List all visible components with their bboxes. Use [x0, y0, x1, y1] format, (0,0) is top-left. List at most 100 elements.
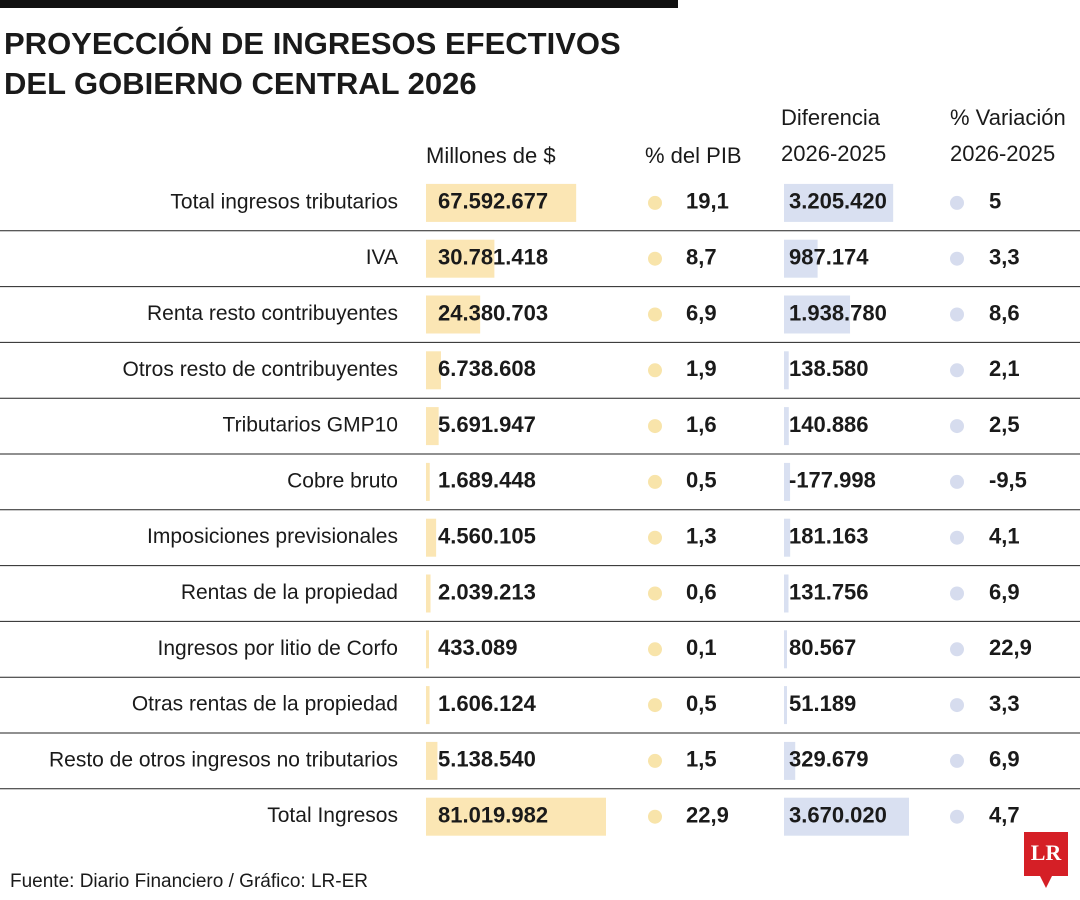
dot: [648, 419, 662, 434]
diferencia-bar: [784, 630, 787, 669]
pib-value: 1,9: [686, 356, 717, 381]
diferencia-value: 51.189: [789, 691, 856, 716]
dot: [648, 753, 662, 768]
diferencia-value: 987.174: [789, 245, 869, 270]
diferencia-value: 181.163: [789, 524, 869, 549]
dot: [648, 307, 662, 322]
row-label: Rentas de la propiedad: [181, 581, 398, 604]
millones-value: 2.039.213: [438, 579, 536, 604]
dot: [648, 586, 662, 601]
column-header: % Variación: [950, 105, 1066, 130]
diferencia-bar: [784, 295, 851, 334]
row-label: Tributarios GMP10: [223, 414, 398, 437]
dot: [648, 363, 662, 378]
millones-bar: [426, 686, 430, 725]
diferencia-bar: [784, 686, 787, 725]
pib-value: 0,6: [686, 579, 717, 604]
row-label: Imposiciones previsionales: [147, 525, 398, 548]
millones-bar: [426, 518, 437, 557]
millones-value: 4.560.105: [438, 524, 536, 549]
column-header: 2026-2025: [781, 141, 886, 166]
top-rule: [0, 0, 678, 8]
dot: [950, 307, 964, 322]
variacion-value: 4,7: [989, 803, 1020, 828]
dot: [950, 363, 964, 378]
millones-value: 1.606.124: [438, 691, 537, 716]
diferencia-bar: [784, 797, 909, 836]
diferencia-value: 1.938.780: [789, 300, 887, 325]
logo-tail: [1040, 876, 1052, 888]
dot: [950, 530, 964, 545]
pib-value: 0,1: [686, 635, 717, 660]
millones-value: 433.089: [438, 635, 518, 660]
row-label: Total Ingresos: [267, 804, 398, 827]
dot: [950, 586, 964, 601]
row-label: IVA: [366, 246, 398, 269]
diferencia-bar: [784, 351, 789, 390]
dot: [648, 809, 662, 824]
millones-bar: [426, 239, 495, 278]
diferencia-bar: [784, 574, 789, 613]
variacion-value: 2,5: [989, 412, 1020, 437]
dot: [950, 753, 964, 768]
row-label: Resto de otros ingresos no tributarios: [49, 748, 398, 771]
variacion-value: 8,6: [989, 300, 1020, 325]
dot: [950, 809, 964, 824]
dot: [950, 642, 964, 657]
variacion-value: -9,5: [989, 468, 1027, 493]
millones-value: 67.592.677: [438, 189, 548, 214]
pib-value: 0,5: [686, 468, 717, 493]
pib-value: 6,9: [686, 300, 717, 325]
diferencia-value: 3.670.020: [789, 803, 887, 828]
logo: LR: [1031, 840, 1063, 865]
millones-bar: [426, 462, 430, 501]
dot: [950, 419, 964, 434]
column-header: Millones de $: [426, 143, 556, 168]
millones-value: 5.691.947: [438, 412, 536, 437]
diferencia-bar: [784, 239, 818, 278]
diferencia-value: 131.756: [789, 579, 869, 604]
millones-bar: [426, 741, 438, 780]
variacion-value: 3,3: [989, 245, 1020, 270]
variacion-value: 4,1: [989, 524, 1020, 549]
dot: [648, 530, 662, 545]
pib-value: 22,9: [686, 803, 729, 828]
row-label: Total ingresos tributarios: [170, 190, 398, 213]
pib-value: 1,6: [686, 412, 717, 437]
dot: [648, 251, 662, 266]
millones-bar: [426, 574, 431, 613]
millones-bar: [426, 295, 481, 334]
diferencia-value: 329.679: [789, 747, 869, 772]
millones-bar: [426, 630, 429, 669]
row-label: Otros resto de contribuyentes: [123, 358, 398, 381]
millones-value: 5.138.540: [438, 747, 536, 772]
diferencia-value: 3.205.420: [789, 189, 887, 214]
source: Fuente: Diario Financiero / Gráfico: LR-…: [10, 871, 368, 892]
diferencia-value: 80.567: [789, 635, 856, 660]
variacion-value: 6,9: [989, 579, 1020, 604]
title-line: PROYECCIÓN DE INGRESOS EFECTIVOS: [4, 25, 621, 61]
diferencia-value: 140.886: [789, 412, 869, 437]
column-header: % del PIB: [645, 143, 742, 168]
diferencia-value: -177.998: [789, 468, 876, 493]
dot: [950, 698, 964, 713]
row-label: Otras rentas de la propiedad: [132, 693, 398, 716]
millones-value: 24.380.703: [438, 300, 548, 325]
row-label: Renta resto contribuyentes: [147, 302, 398, 325]
millones-bar: [426, 351, 441, 390]
variacion-value: 5: [989, 189, 1001, 214]
millones-value: 6.738.608: [438, 356, 536, 381]
dot: [648, 642, 662, 657]
diferencia-bar: [784, 741, 796, 780]
variacion-value: 22,9: [989, 635, 1032, 660]
millones-bar: [426, 797, 606, 836]
diferencia-bar: [784, 407, 789, 446]
dot: [648, 474, 662, 489]
variacion-value: 6,9: [989, 747, 1020, 772]
pib-value: 8,7: [686, 245, 717, 270]
millones-bar: [426, 183, 577, 222]
millones-bar: [426, 407, 439, 446]
millones-value: 81.019.982: [438, 803, 548, 828]
diferencia-value: 138.580: [789, 356, 869, 381]
